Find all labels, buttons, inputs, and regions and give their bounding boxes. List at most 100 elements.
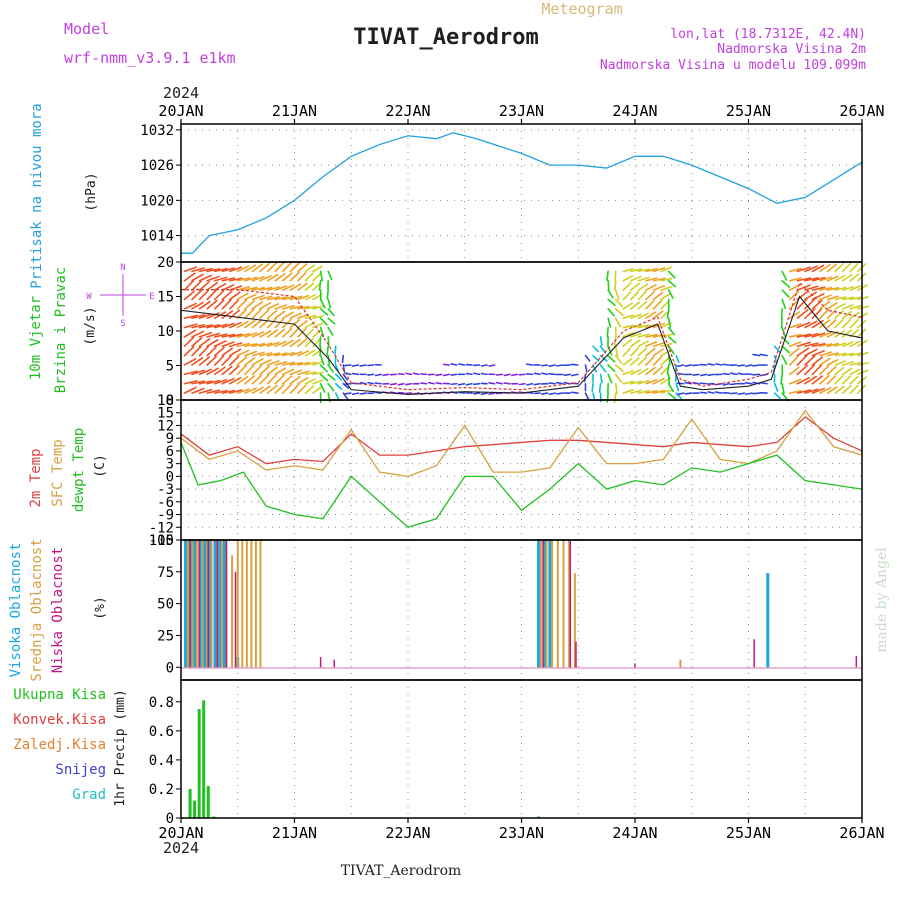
wind-barb [826, 263, 837, 273]
wind-barb [637, 300, 648, 310]
wind-barb [304, 314, 317, 319]
wind-barb [221, 355, 232, 366]
cloud-mid-bar [568, 540, 571, 668]
y-tick-label: 3 [166, 457, 174, 473]
wind-barb [274, 374, 285, 385]
wind-barb [637, 312, 649, 319]
wind-barb [351, 392, 360, 396]
wind-barb [788, 311, 801, 319]
precip-bar [188, 788, 192, 818]
wind-barb [198, 380, 213, 385]
wind-barb [359, 392, 367, 395]
wind-barb [274, 328, 286, 338]
x-tick-label-top: 20JAN [158, 102, 203, 120]
wind-barb [251, 351, 265, 357]
wind-barb [312, 386, 322, 394]
compass-n: N [120, 263, 125, 273]
wind-barb [244, 364, 255, 376]
wind-barb [834, 286, 847, 291]
y-tick-label: 0 [166, 660, 174, 676]
wind-barb [645, 356, 655, 366]
wind-barb [660, 277, 673, 282]
wind-barb [183, 266, 198, 273]
credit-watermark: made by Angel [874, 547, 890, 653]
wind-barb [819, 387, 832, 394]
cloud-low-bar [575, 641, 577, 668]
wind-barb [796, 333, 812, 338]
cloud-high-bar [184, 540, 188, 668]
x-tick-label-bottom: 23JAN [499, 824, 544, 842]
wind-barb [342, 364, 346, 373]
wind-barb [297, 320, 308, 329]
wind-barb [198, 267, 213, 273]
wind-barb [637, 290, 647, 301]
y-tick-label: -6 [157, 495, 174, 511]
wind-barb [229, 342, 243, 348]
wind-barb [841, 273, 853, 282]
cloud-high-bar [542, 540, 546, 668]
wind-barb [259, 330, 272, 338]
wind-barb [289, 383, 300, 394]
wind-barb [804, 277, 819, 282]
wind-barb [236, 356, 248, 366]
wind-barb [442, 363, 451, 366]
panel-frame [180, 679, 863, 819]
wind-barb [281, 262, 292, 273]
wind-barb [622, 282, 632, 291]
wind-barb [450, 363, 458, 366]
wind-barb [266, 318, 277, 329]
wind-barb [251, 374, 263, 385]
wind-barb [312, 360, 324, 366]
wind-barb [244, 264, 257, 273]
wind-barb [221, 322, 235, 329]
wind-barb [729, 372, 738, 376]
wind-barb [849, 375, 859, 385]
wind-barb [503, 373, 511, 377]
wind-barb [584, 392, 590, 401]
wind-barb [236, 342, 251, 348]
wind-barb [637, 324, 650, 329]
x-tick-label-top: 21JAN [272, 102, 317, 120]
wind-barb [473, 382, 481, 386]
wind-barb [213, 346, 225, 357]
wind-barb [274, 318, 285, 329]
wind-barb [622, 358, 633, 366]
y-tick-label: 0 [166, 393, 174, 409]
wind-barb [556, 381, 564, 385]
precip-bar [202, 700, 206, 818]
wind-barb [526, 382, 534, 386]
wind-barb [826, 295, 839, 301]
wind-barb [389, 382, 398, 386]
wind-barb [191, 337, 203, 348]
wind-barb [206, 346, 217, 357]
wind-barb [630, 301, 641, 310]
y-tick-label: 9 [166, 431, 174, 447]
wind-barb [191, 314, 206, 319]
wind-barb [488, 364, 496, 367]
wind-barb [229, 321, 242, 329]
wind-barb [819, 357, 831, 366]
cloud-low-bar [333, 659, 335, 668]
wind-barb [637, 347, 648, 357]
wind-barb [405, 372, 413, 376]
wind-barb [841, 367, 853, 376]
wind-barb [442, 373, 451, 377]
temp-ylabel-2m: 2m Temp [28, 448, 44, 507]
wind-barb [236, 265, 250, 273]
wind-barb [796, 298, 808, 310]
wind-barb [849, 340, 861, 348]
wind-barb [652, 341, 666, 348]
wind-barb [297, 328, 307, 338]
wind-barb [206, 299, 218, 310]
wind-barb [297, 313, 310, 319]
wind-barb [289, 312, 302, 319]
wind-barb [841, 310, 853, 319]
wind-barb [229, 377, 242, 385]
wind-barb [841, 319, 851, 329]
wind-barb [206, 367, 219, 376]
wind-barb [198, 345, 210, 357]
wind-barb [327, 373, 336, 381]
wind-barb [570, 391, 579, 394]
wind-barb [811, 319, 824, 329]
wind-barb [652, 377, 665, 385]
